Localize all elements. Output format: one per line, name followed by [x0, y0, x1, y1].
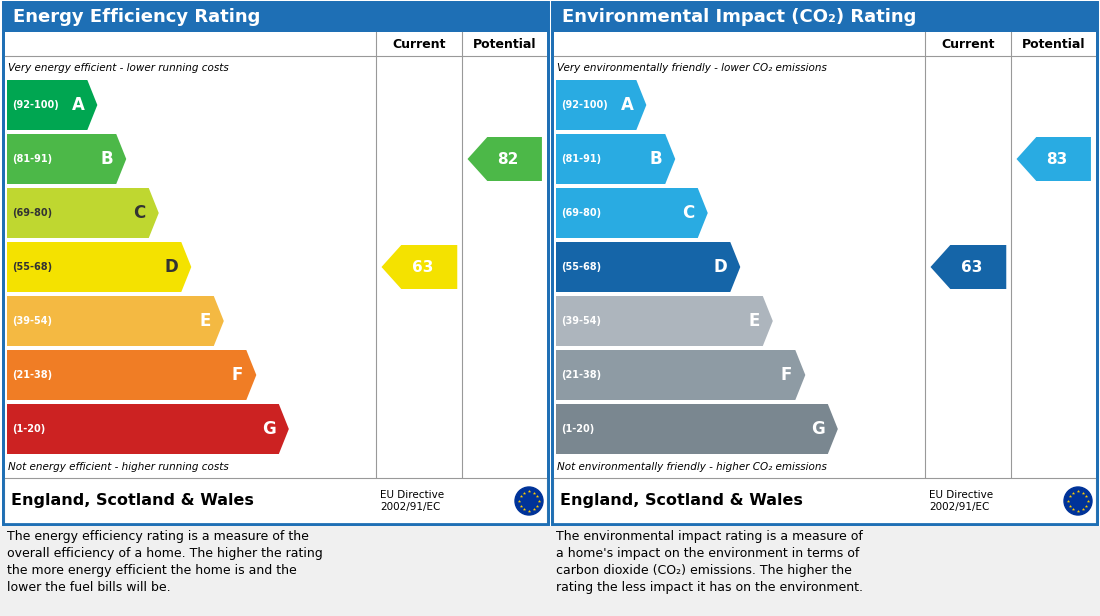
Text: EU Directive
2002/91/EC: EU Directive 2002/91/EC	[381, 490, 444, 512]
Text: 63: 63	[960, 259, 982, 275]
Text: 63: 63	[411, 259, 433, 275]
Text: (1-20): (1-20)	[561, 424, 594, 434]
Polygon shape	[556, 80, 647, 130]
Polygon shape	[382, 245, 458, 289]
Text: 83: 83	[1046, 152, 1067, 166]
Polygon shape	[556, 404, 838, 454]
Text: (21-38): (21-38)	[561, 370, 601, 380]
Text: Current: Current	[942, 38, 996, 51]
Text: F: F	[781, 366, 792, 384]
Bar	[553, 478, 1096, 524]
Text: Potential: Potential	[1022, 38, 1086, 51]
Text: C: C	[682, 204, 695, 222]
Text: Very energy efficient - lower running costs: Very energy efficient - lower running co…	[8, 63, 229, 73]
Text: Energy Efficiency Rating: Energy Efficiency Rating	[13, 8, 261, 26]
Bar	[552, 2, 1097, 524]
Text: (55-68): (55-68)	[561, 262, 601, 272]
Polygon shape	[7, 404, 289, 454]
Text: (92-100): (92-100)	[561, 100, 607, 110]
Text: C: C	[133, 204, 146, 222]
Polygon shape	[7, 350, 256, 400]
Polygon shape	[556, 242, 740, 292]
Polygon shape	[7, 296, 223, 346]
Text: Environmental Impact (CO₂) Rating: Environmental Impact (CO₂) Rating	[562, 8, 916, 26]
Text: 82: 82	[497, 152, 518, 166]
Text: E: E	[199, 312, 211, 330]
Text: G: G	[811, 420, 825, 438]
Text: D: D	[165, 258, 178, 276]
Text: B: B	[100, 150, 113, 168]
Text: (39-54): (39-54)	[12, 316, 52, 326]
Polygon shape	[556, 134, 675, 184]
Bar	[3, 2, 548, 32]
Text: (39-54): (39-54)	[561, 316, 601, 326]
Text: England, Scotland & Wales: England, Scotland & Wales	[11, 493, 254, 508]
Text: (81-91): (81-91)	[12, 154, 52, 164]
Circle shape	[1064, 487, 1092, 515]
Polygon shape	[556, 350, 805, 400]
Polygon shape	[7, 80, 97, 130]
Polygon shape	[7, 188, 158, 238]
Text: (92-100): (92-100)	[12, 100, 58, 110]
Text: (69-80): (69-80)	[561, 208, 601, 218]
Text: EU Directive
2002/91/EC: EU Directive 2002/91/EC	[930, 490, 993, 512]
Text: Not environmentally friendly - higher CO₂ emissions: Not environmentally friendly - higher CO…	[557, 462, 827, 472]
Text: The environmental impact rating is a measure of
a home's impact on the environme: The environmental impact rating is a mea…	[556, 530, 864, 594]
Polygon shape	[7, 242, 191, 292]
Bar	[552, 2, 1097, 32]
Polygon shape	[556, 296, 773, 346]
Text: A: A	[620, 96, 634, 114]
Text: F: F	[232, 366, 243, 384]
Polygon shape	[931, 245, 1007, 289]
Bar	[3, 2, 548, 524]
Text: D: D	[714, 258, 727, 276]
Text: (69-80): (69-80)	[12, 208, 52, 218]
Text: G: G	[262, 420, 276, 438]
Text: Current: Current	[393, 38, 447, 51]
Text: (81-91): (81-91)	[561, 154, 601, 164]
Bar	[3, 2, 548, 524]
Text: Very environmentally friendly - lower CO₂ emissions: Very environmentally friendly - lower CO…	[557, 63, 827, 73]
Bar	[0, 0, 1100, 526]
Text: B: B	[650, 150, 662, 168]
Text: The energy efficiency rating is a measure of the
overall efficiency of a home. T: The energy efficiency rating is a measur…	[7, 530, 322, 594]
Bar	[4, 478, 547, 524]
Text: A: A	[72, 96, 85, 114]
Polygon shape	[468, 137, 542, 181]
Text: (55-68): (55-68)	[12, 262, 52, 272]
Polygon shape	[556, 188, 707, 238]
Circle shape	[515, 487, 543, 515]
Text: England, Scotland & Wales: England, Scotland & Wales	[560, 493, 803, 508]
Text: Potential: Potential	[473, 38, 537, 51]
Text: Not energy efficient - higher running costs: Not energy efficient - higher running co…	[8, 462, 229, 472]
Text: (21-38): (21-38)	[12, 370, 52, 380]
Text: (1-20): (1-20)	[12, 424, 45, 434]
Text: E: E	[748, 312, 760, 330]
Polygon shape	[1016, 137, 1091, 181]
Polygon shape	[7, 134, 126, 184]
Bar	[552, 2, 1097, 524]
